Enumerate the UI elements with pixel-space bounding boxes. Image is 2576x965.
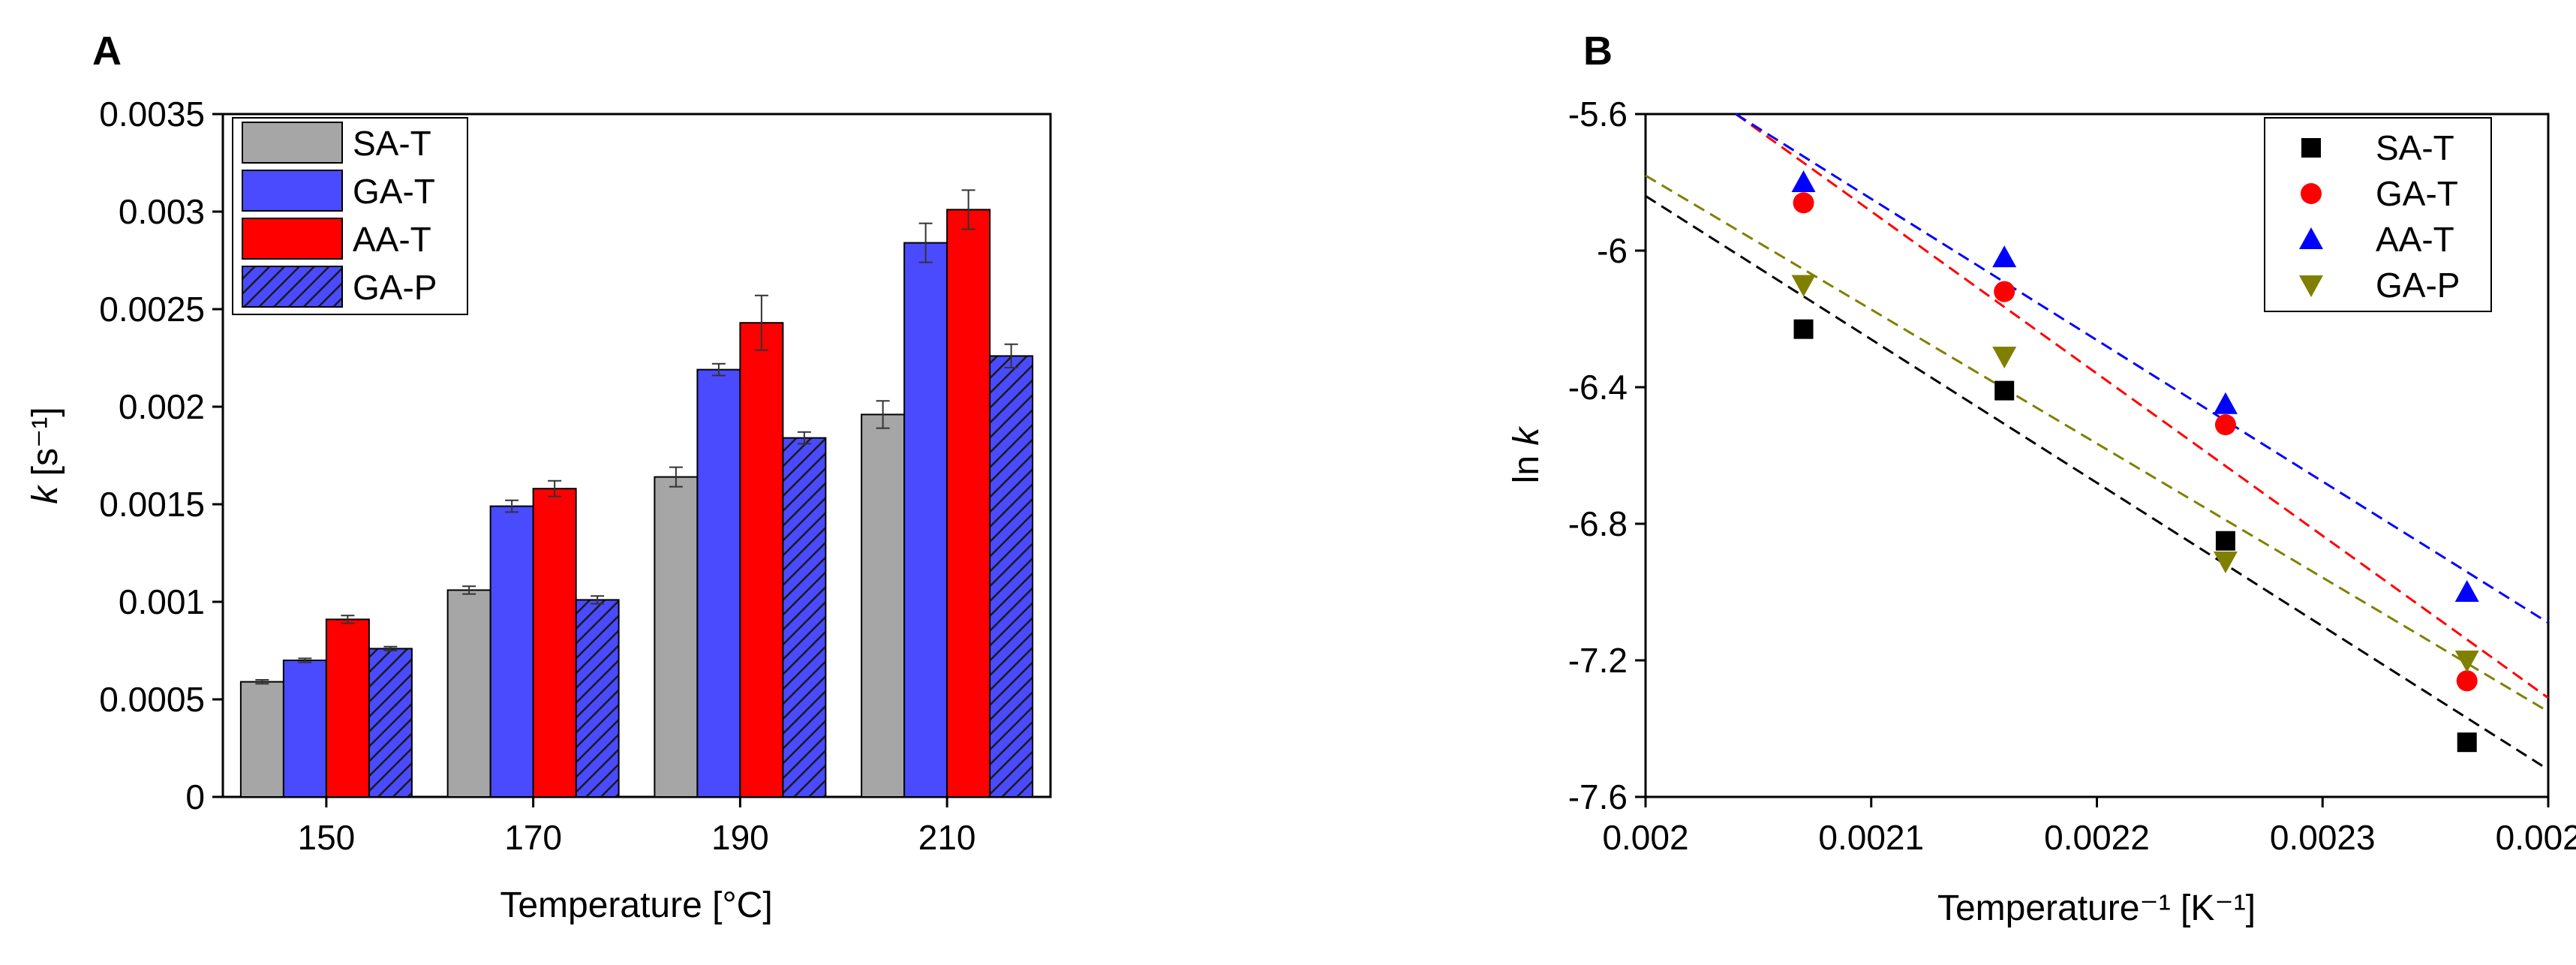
panel-b-x-axis-label: Temperature⁻¹ [K⁻¹] xyxy=(1937,888,2256,928)
panel-b-y-tick-label: -6.4 xyxy=(1568,368,1628,407)
bar-sa-t-150 xyxy=(239,681,284,798)
point-ga-t xyxy=(1793,192,1814,214)
point-aa-t xyxy=(1992,245,2017,268)
panel-a-y-tick-label: 0.0025 xyxy=(99,290,205,329)
panel-b-y-tick-label: -5.6 xyxy=(1568,95,1628,134)
point-ga-t xyxy=(2456,670,2478,692)
bar-aa-t-190 xyxy=(739,322,784,798)
point-sa-t xyxy=(2215,531,2235,551)
legend-label-ga-p: GA-P xyxy=(353,268,437,307)
panel-a-y-tick-label: 0 xyxy=(185,777,205,816)
point-ga-p xyxy=(1791,275,1816,297)
panel-a-y-tick-label: 0.0035 xyxy=(99,95,205,134)
legend-label-ga-p: GA-P xyxy=(2376,266,2460,305)
panel-a-x-tick-label: 150 xyxy=(298,818,356,857)
bar-ga-t-150 xyxy=(282,660,327,798)
panel-b-scatter-chart: B -5.6 -6 -6.4 -6.8 -7.2 -7.6 0.002 0.0021 0.00… xyxy=(1507,29,2576,928)
point-aa-t xyxy=(2213,392,2238,414)
panel-a-y-tick-label: 0.0005 xyxy=(99,680,205,719)
legend-label-sa-t: SA-T xyxy=(353,124,431,163)
bar-aa-t-150 xyxy=(325,618,370,798)
bar-ga-p-210 xyxy=(989,355,1034,798)
point-sa-t xyxy=(1793,319,1814,339)
panel-a-y-tick-label: 0.002 xyxy=(119,387,205,426)
point-sa-t xyxy=(1994,380,2015,401)
legend-swatch-sa-t xyxy=(242,122,343,164)
panel-a-y-axis-symbol: k xyxy=(26,484,65,504)
legend-swatch-ga-t xyxy=(242,170,343,212)
panel-b-y-axis-prefix: ln xyxy=(1507,446,1547,484)
bar-ga-p-190 xyxy=(782,437,827,798)
legend-marker-ga-p xyxy=(2299,275,2323,297)
panel-b-y-axis-label: ln k xyxy=(1507,425,1547,484)
panel-a-y-tick-label: 0.003 xyxy=(119,192,205,231)
panel-b-x-tick-label: 0.0023 xyxy=(2270,818,2376,857)
fit-line-aa-t xyxy=(1735,113,2549,624)
panel-b-x-tick-label: 0.0024 xyxy=(2496,818,2576,857)
bar-sa-t-190 xyxy=(654,476,699,798)
bar-ga-p-150 xyxy=(368,648,413,798)
panel-b-y-tick-label: -7.2 xyxy=(1568,641,1628,680)
bar-ga-t-210 xyxy=(903,242,948,798)
panel-b-y-tick-label: -6 xyxy=(1597,231,1628,270)
panel-a-x-axis-label: Temperature [°C] xyxy=(500,885,772,925)
panel-a-x-tick-label: 190 xyxy=(711,818,769,857)
panel-b-x-tick-label: 0.002 xyxy=(1602,818,1688,857)
bar-ga-t-190 xyxy=(696,368,741,798)
panel-b-x-tick-label: 0.0022 xyxy=(2044,818,2150,857)
point-sa-t xyxy=(2457,732,2477,753)
legend-marker-aa-t xyxy=(2299,227,2323,249)
point-aa-t xyxy=(1791,170,1816,192)
panel-a-x-tick-label: 170 xyxy=(504,818,562,857)
panel-a-letter: A xyxy=(92,29,122,74)
panel-b-y-tick-label: -6.8 xyxy=(1568,504,1628,543)
panel-b-y-axis-symbol: k xyxy=(1507,425,1547,446)
panel-b-x-tick-label: 0.0021 xyxy=(1818,818,1924,857)
panel-a-y-axis-unit: [s⁻¹] xyxy=(26,407,65,476)
legend-label-sa-t: SA-T xyxy=(2376,128,2454,167)
bar-sa-t-170 xyxy=(446,589,491,798)
point-ga-t xyxy=(2214,414,2236,436)
panel-a-y-tick-label: 0.001 xyxy=(119,582,205,621)
legend-label-ga-t: GA-T xyxy=(353,172,435,211)
panel-b-legend: SA-T GA-T AA-T GA-P xyxy=(2264,117,2492,312)
bar-aa-t-210 xyxy=(946,209,991,798)
panel-a-y-axis-label: k [s⁻¹] xyxy=(26,407,65,504)
bar-ga-p-170 xyxy=(575,599,620,798)
legend-marker-ga-t xyxy=(2301,183,2322,204)
point-aa-t xyxy=(2454,580,2479,602)
panel-a-x-tick-label: 210 xyxy=(918,818,976,857)
panel-a-legend: SA-T GA-T AA-T GA-P xyxy=(232,117,468,315)
bar-aa-t-170 xyxy=(532,488,577,798)
panel-a-plot-frame xyxy=(221,113,1052,798)
bar-ga-t-170 xyxy=(489,505,534,798)
point-ga-p xyxy=(2454,651,2479,672)
panel-b-letter: B xyxy=(1583,29,1613,74)
legend-marker-sa-t xyxy=(2301,138,2321,158)
point-ga-t xyxy=(1994,281,2015,302)
panel-b-y-tick-label: -7.6 xyxy=(1568,777,1628,816)
bar-sa-t-210 xyxy=(861,413,906,798)
fit-line-sa-t xyxy=(1645,194,2549,771)
fit-line-ga-p xyxy=(1645,174,2549,713)
legend-label-ga-t: GA-T xyxy=(2376,174,2458,213)
point-ga-p xyxy=(2213,552,2238,574)
panel-a-y-tick-label: 0.0015 xyxy=(99,485,205,524)
legend-swatch-ga-p xyxy=(242,266,343,308)
point-ga-p xyxy=(1992,347,2017,369)
legend-label-aa-t: AA-T xyxy=(2376,220,2454,259)
legend-swatch-aa-t xyxy=(242,218,343,260)
panel-a-bar-chart: A 0 0.0005 0.001 0.0015 0.002 0.0025 0.003 0.00… xyxy=(26,29,1052,925)
fit-line-ga-t xyxy=(1735,113,2549,699)
legend-label-aa-t: AA-T xyxy=(353,220,431,259)
